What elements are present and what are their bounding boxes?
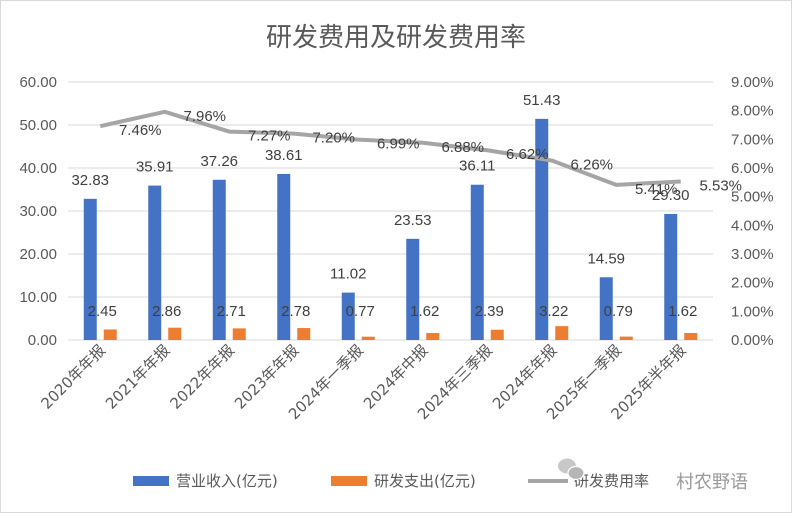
right-axis-tick: 9.00% [731, 74, 774, 91]
left-axis-tick: 20.00 [19, 246, 57, 263]
rate-label: 7.46% [119, 122, 162, 139]
left-axis-tick: 60.00 [19, 74, 57, 91]
left-axis-tick: 0.00 [28, 332, 57, 349]
data-label: 0.79 [604, 303, 633, 320]
bar [277, 173, 291, 340]
rate-label: 6.62% [506, 146, 549, 163]
bar [599, 277, 613, 340]
rate-label: 7.20% [312, 130, 355, 147]
data-label: 3.22 [539, 303, 568, 320]
bar [83, 198, 97, 340]
right-axis-tick: 7.00% [731, 131, 774, 148]
legend-swatch-rd [331, 476, 367, 486]
legend-label: 研发费用率 [574, 472, 649, 490]
legend-swatch-revenue [133, 476, 169, 486]
bar [684, 333, 698, 340]
data-label: 2.71 [217, 303, 246, 320]
bar [664, 214, 678, 340]
data-label: 29.30 [652, 187, 690, 204]
data-label: 14.59 [587, 250, 625, 267]
chart-title: 研发费用及研发费用率 [266, 23, 526, 53]
category-label: 2020年年报 [38, 341, 110, 413]
left-axis-tick: 10.00 [19, 289, 57, 306]
bar [212, 179, 226, 340]
bar [555, 326, 569, 340]
data-label: 23.53 [394, 212, 432, 229]
legend: 营业收入(亿元) 研发支出(亿元) 研发费用率 [133, 472, 649, 490]
rate-label: 7.27% [248, 128, 291, 145]
right-axis-tick: 5.00% [731, 189, 774, 206]
category-label: 2023年年报 [231, 341, 303, 413]
legend-label: 营业收入(亿元) [176, 472, 278, 490]
data-label: 36.11 [459, 158, 495, 175]
right-axis-tick: 0.00% [731, 332, 774, 349]
watermark: 村农野语 [558, 458, 748, 493]
left-axis-tick: 40.00 [19, 160, 57, 177]
rate-label: 7.96% [183, 108, 226, 125]
data-label: 2.78 [281, 303, 310, 320]
data-label: 2.39 [475, 303, 504, 320]
data-label: 32.83 [71, 172, 109, 189]
right-axis-tick: 3.00% [731, 246, 774, 263]
data-label: 37.26 [200, 153, 238, 170]
legend-label: 研发支出(亿元) [374, 472, 476, 490]
wechat-icon [558, 458, 585, 481]
bar [490, 329, 504, 340]
right-axis-tick: 1.00% [731, 303, 774, 320]
category-label: 2022年年报 [167, 341, 239, 413]
bar [148, 185, 162, 340]
rate-label: 6.99% [377, 136, 420, 153]
left-axis-tick: 50.00 [19, 117, 57, 134]
bars [83, 118, 698, 340]
category-label: 2021年年报 [102, 341, 174, 413]
category-labels: 2020年年报2021年年报2022年年报2023年年报2024年一季报2024… [38, 341, 690, 423]
right-axis-tick: 4.00% [731, 217, 774, 234]
rate-label: 6.88% [441, 139, 484, 156]
data-label: 51.43 [523, 92, 561, 109]
category-label: 2024年年报 [489, 341, 561, 413]
rate-line-path [99, 109, 681, 187]
category-label: 2024年中报 [360, 341, 432, 413]
bar [406, 238, 420, 340]
rate-label: 5.53% [699, 177, 742, 194]
data-labels: 32.83 35.91 37.26 38.61 11.02 23.53 36.11 51.43… [71, 92, 742, 320]
data-label: 2.86 [152, 303, 181, 320]
data-label: 1.62 [410, 303, 439, 320]
right-axis-tick: 6.00% [731, 160, 774, 177]
rate-label: 6.26% [570, 157, 613, 174]
left-axis-tick: 30.00 [19, 203, 57, 220]
bar [535, 118, 549, 340]
watermark-text: 村农野语 [676, 472, 748, 493]
gridlines [68, 81, 713, 341]
left-axis-ticks: 0.00 10.00 20.00 30.00 40.00 50.00 60.00 [19, 74, 57, 349]
data-label: 0.77 [346, 303, 375, 320]
right-axis-tick: 8.00% [731, 103, 774, 120]
data-label: 2.45 [88, 303, 117, 320]
bar [297, 328, 311, 340]
data-label: 35.91 [136, 159, 174, 176]
bar [361, 336, 375, 340]
bar [426, 333, 440, 340]
data-label: 38.61 [265, 147, 303, 164]
bar [168, 327, 182, 340]
right-axis-tick: 2.00% [731, 275, 774, 292]
rate-label: 5.41% [635, 181, 678, 198]
data-label: 11.02 [330, 266, 366, 283]
bar [341, 292, 355, 340]
bar [619, 336, 633, 340]
data-label: 1.62 [668, 303, 697, 320]
bar [232, 328, 246, 340]
rate-line [99, 109, 681, 187]
bar [103, 329, 117, 340]
bar [470, 184, 484, 340]
right-axis-ticks: 0.00% 1.00% 2.00% 3.00% 4.00% 5.00% 6.00% 7.00%… [731, 74, 774, 349]
